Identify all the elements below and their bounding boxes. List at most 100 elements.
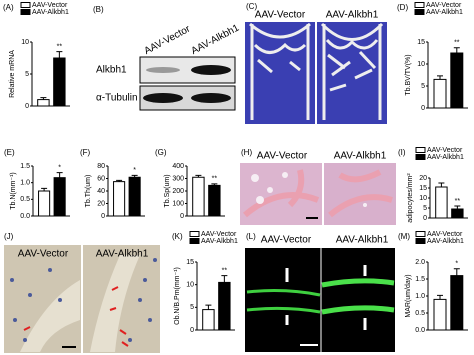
histo-image <box>324 163 396 225</box>
panel-l: (L) AAV-Vector AAV-Alkbh1 <box>245 232 395 352</box>
panel-label: (H) <box>241 148 252 157</box>
panel-label: (E) <box>4 148 15 157</box>
y-tick-label: 0 <box>190 327 194 334</box>
y-tick-label: 0.5 <box>20 196 30 203</box>
adipocyte <box>251 174 259 182</box>
y-tick-label: 200 <box>172 188 184 195</box>
blot-band <box>146 67 180 73</box>
y-tick-label: 1.5 <box>20 163 30 170</box>
image-label: AAV-Alkbh1 <box>326 10 379 21</box>
legend-label: AAV-Vector <box>426 2 462 9</box>
legend-swatch <box>189 231 200 237</box>
panel-label: (D) <box>397 3 408 12</box>
legend-swatch <box>414 2 425 8</box>
y-tick-label: 5 <box>423 205 427 212</box>
y-tick-label: 10 <box>419 195 427 202</box>
legend-swatch <box>415 147 426 153</box>
legend-label: AAV-Vector <box>427 147 463 154</box>
blot-band <box>191 93 231 103</box>
y-tick-label: 10 <box>186 282 194 289</box>
image-label: AAV-Vector <box>255 10 306 21</box>
panel-h: (H) AAV-Vector AAV-Alkbh1 <box>240 148 396 225</box>
y-tick-label: 5 <box>421 83 425 90</box>
legend-label: AAV-Vector <box>32 2 68 9</box>
y-tick-label: 1.5 <box>415 276 425 283</box>
error-bar <box>205 304 212 310</box>
bar <box>113 181 126 217</box>
y-tick-label: 15 <box>186 259 194 266</box>
bar <box>450 275 464 331</box>
panel-b: (B) AAV-Vector AAV-Alkbh1 Alkbh1 α-Tubul… <box>93 5 241 111</box>
y-tick-label: 80 <box>97 163 105 170</box>
y-axis-label: Tb.N(mm⁻¹) <box>10 172 17 210</box>
significance: * <box>455 261 458 268</box>
label-line <box>246 289 321 314</box>
legend-swatch <box>189 238 200 244</box>
error-bar <box>438 182 445 187</box>
y-tick-label: 2.0 <box>415 259 425 266</box>
y-tick-label: 0 <box>423 215 427 222</box>
y-tick-label: 40 <box>97 188 105 195</box>
adipocyte <box>267 187 273 193</box>
y-tick-label: 20 <box>97 200 105 207</box>
y-tick-label: 1.0 <box>415 293 425 300</box>
y-axis-label: Tb.Sp(um) <box>164 174 171 207</box>
bar <box>53 57 66 107</box>
error-bar <box>195 174 202 178</box>
error-bar <box>41 187 48 191</box>
legend-swatch <box>415 238 426 244</box>
adipocyte <box>282 172 288 178</box>
image-label: AAV-Vector <box>257 151 308 162</box>
image-label: AAV-Alkbh1 <box>336 235 389 246</box>
bar <box>435 186 448 219</box>
panel-label: (B) <box>93 5 104 14</box>
y-tick-label: 10 <box>417 61 425 68</box>
panel-label: (I) <box>398 148 406 157</box>
y-axis-label: Tb.BV/TV(%) <box>405 54 412 95</box>
ct-image <box>245 22 315 124</box>
y-axis-label: MAR(um/day) <box>405 274 412 317</box>
y-axis-label: Relative mRNA <box>9 50 16 98</box>
significance: ** <box>222 267 228 274</box>
significance: ** <box>212 176 218 183</box>
significance: * <box>58 165 61 172</box>
legend-label: AAV-Alkbh1 <box>32 9 69 16</box>
panel-j: (J) AAV-Vector AAV-Alkbh1 <box>4 232 160 353</box>
legend-swatch <box>415 154 426 160</box>
y-tick-label: 0.0 <box>415 327 425 334</box>
panel-label: (M) <box>398 232 410 241</box>
arrows <box>285 265 367 330</box>
y-tick-label: 20 <box>419 175 427 182</box>
y-tick-label: 5 <box>25 71 29 78</box>
label-line <box>321 278 395 315</box>
tissue <box>243 169 320 218</box>
panel-label: (G) <box>155 148 167 157</box>
adipocyte <box>256 196 264 204</box>
error-bar <box>131 174 138 178</box>
panel-label: (L) <box>246 232 256 241</box>
error-bar <box>116 179 123 182</box>
y-tick-label: 0 <box>421 105 425 112</box>
image-label: AAV-Alkbh1 <box>96 249 149 260</box>
y-tick-label: 300 <box>172 175 184 182</box>
panel-label: (C) <box>246 2 257 11</box>
error-bar <box>454 205 461 209</box>
blot-column: AAV-Vector <box>142 23 192 57</box>
bar <box>38 190 51 217</box>
y-axis-label: Ob.N/B.Pm(mm⁻¹) <box>174 267 181 325</box>
y-tick-label: 400 <box>172 163 184 170</box>
bone <box>320 22 384 120</box>
nuclei <box>10 258 157 342</box>
legend-label: AAV-Alkbh1 <box>427 238 464 245</box>
legend-label: AAV-Alkbh1 <box>201 238 238 245</box>
blot-band <box>143 93 183 103</box>
significance: * <box>133 167 136 174</box>
bar <box>192 176 205 217</box>
panel-label: (F) <box>80 148 91 157</box>
fluoro-image <box>245 248 395 352</box>
error-bar <box>211 183 218 186</box>
panel-label: (A) <box>3 3 14 12</box>
legend-label: AAV-Vector <box>427 231 463 238</box>
significance: ** <box>454 40 460 47</box>
